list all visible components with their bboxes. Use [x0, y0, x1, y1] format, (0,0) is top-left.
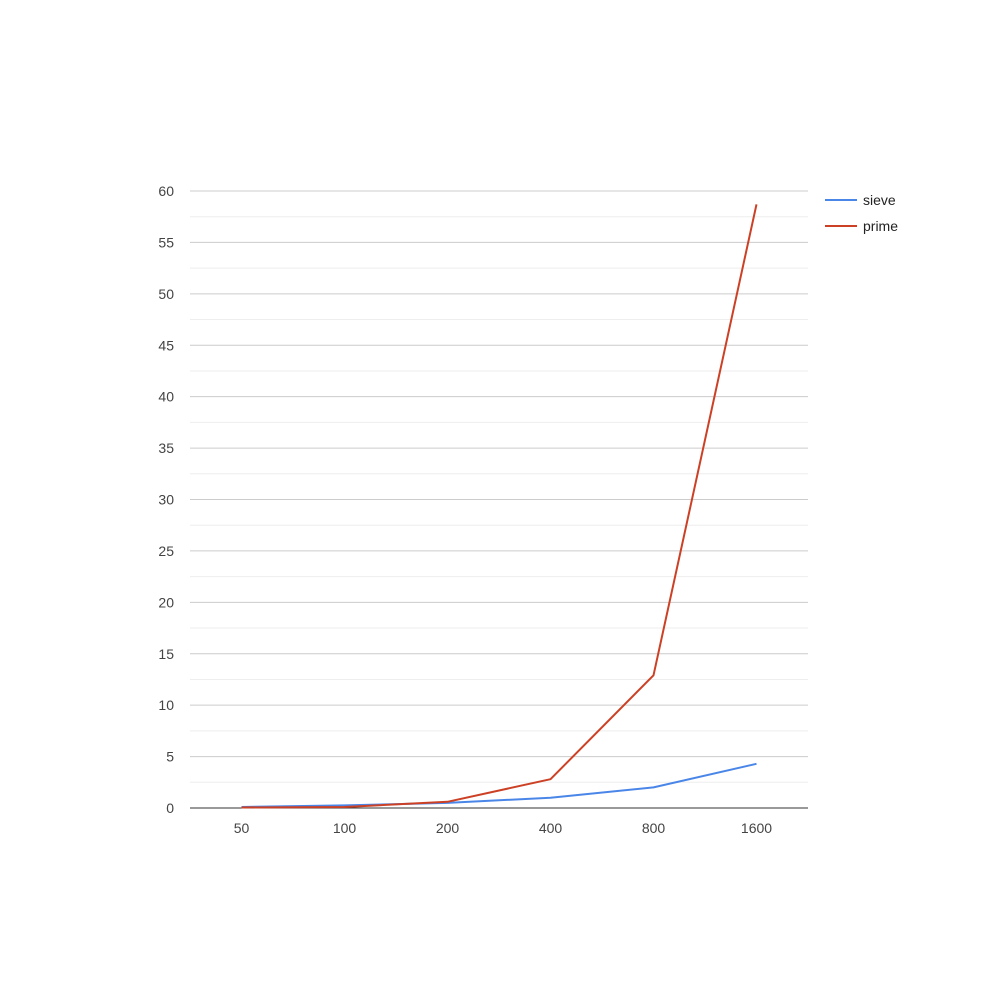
y-tick-label: 10 — [158, 697, 174, 713]
y-tick-label: 5 — [166, 749, 174, 765]
x-tick-label: 800 — [642, 820, 666, 836]
y-tick-label: 20 — [158, 594, 174, 610]
series-lines — [241, 204, 758, 809]
legend-label-sieve: sieve — [863, 192, 896, 208]
x-axis: 50 100 200 400 800 1600 — [234, 820, 773, 836]
legend-label-prime: prime — [863, 218, 898, 234]
y-tick-label: 25 — [158, 543, 174, 559]
legend: sieve prime — [825, 192, 898, 234]
y-tick-label: 15 — [158, 646, 174, 662]
y-axis: 0 5 10 15 20 25 30 35 40 45 50 55 60 — [158, 183, 174, 816]
y-tick-label: 0 — [166, 800, 174, 816]
series-line-sieve — [241, 762, 757, 808]
x-tick-label: 100 — [333, 820, 357, 836]
y-tick-label: 60 — [158, 183, 174, 199]
x-tick-label: 50 — [234, 820, 250, 836]
y-tick-label: 30 — [158, 492, 174, 508]
y-tick-label: 55 — [158, 234, 174, 250]
y-tick-label: 35 — [158, 440, 174, 456]
y-tick-label: 50 — [158, 286, 174, 302]
x-tick-label: 200 — [436, 820, 460, 836]
y-tick-label: 45 — [158, 337, 174, 353]
gridlines — [190, 190, 808, 809]
y-tick-label: 40 — [158, 389, 174, 405]
x-tick-label: 1600 — [741, 820, 772, 836]
series-line-prime — [241, 204, 758, 809]
x-tick-label: 400 — [539, 820, 563, 836]
